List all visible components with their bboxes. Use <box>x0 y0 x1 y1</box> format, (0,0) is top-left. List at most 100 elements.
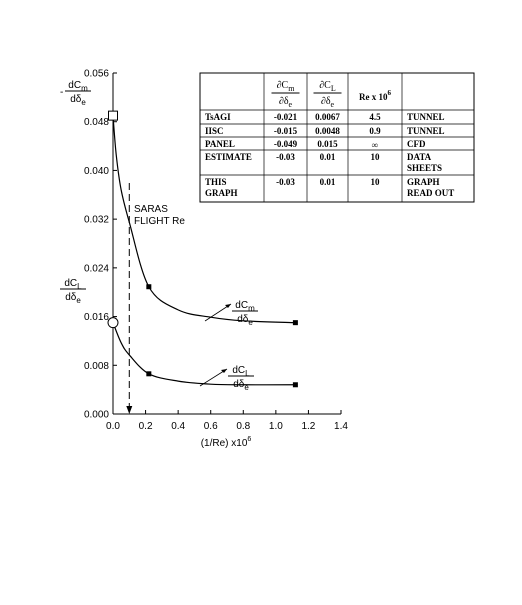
reference-label: FLIGHT Re <box>134 216 185 227</box>
marker <box>146 371 152 377</box>
table-cell: ∞ <box>372 140 378 150</box>
table-cell: CFD <box>407 139 426 149</box>
fraction-numerator: dCm <box>68 80 88 93</box>
table-cell: GRAPH READ OUT <box>407 177 454 198</box>
text-part: ∂C <box>319 80 331 91</box>
text-part: L <box>245 369 250 378</box>
text-part: d <box>233 379 239 390</box>
y-tick-label: 0.048 <box>84 117 109 128</box>
text-part: e <box>81 98 86 107</box>
y-tick-label: 0.000 <box>84 410 109 421</box>
table-cell: PANEL <box>205 139 235 149</box>
x-tick-label: 1.4 <box>334 421 348 432</box>
table-cell: TUNNEL <box>407 112 445 122</box>
table-cell: THIS GRAPH <box>205 177 238 198</box>
table-cell: 0.015 <box>317 139 338 149</box>
table-cell: 10 <box>371 177 381 187</box>
text-line: GRAPH <box>205 188 238 198</box>
marker <box>292 382 298 388</box>
fraction-denominator: dδe <box>237 314 253 327</box>
x-tick-label: 0.0 <box>106 421 120 432</box>
text-part: ∂δ <box>279 96 289 107</box>
x-tick-label: 1.0 <box>269 421 283 432</box>
table-cell: TsAGI <box>205 112 231 122</box>
table-cell: 0.0048 <box>315 126 340 136</box>
table-cell: TUNNEL <box>407 126 445 136</box>
x-tick-label: 0.6 <box>204 421 218 432</box>
fraction-denominator: dδe <box>65 292 81 305</box>
text-part: ∂C <box>277 80 289 91</box>
text-part: 6 <box>388 89 392 97</box>
table-header: ∂CL <box>319 80 336 93</box>
text-part: δ <box>76 94 82 105</box>
text-part: m <box>248 304 255 313</box>
text-part: Re x 10 <box>359 92 388 102</box>
text-part: e <box>289 100 293 109</box>
text-line: THIS <box>205 177 227 187</box>
table-cell: -0.015 <box>274 126 298 136</box>
text-part: L <box>77 282 82 291</box>
marker <box>146 284 152 290</box>
text-part: δ <box>71 292 77 303</box>
text-part: ∂δ <box>321 96 331 107</box>
reference-label: SARAS <box>134 204 168 215</box>
fraction-denominator: dδe <box>233 379 249 392</box>
table-cell: DATA SHEETS <box>407 152 442 173</box>
x-tick-label: 0.4 <box>171 421 185 432</box>
table-cell: -0.021 <box>274 112 298 122</box>
text-part: d <box>237 314 243 325</box>
text-part: e <box>244 383 249 392</box>
marker <box>108 110 118 121</box>
table-cell: 10 <box>371 152 381 162</box>
text-part: (1/Re) x10 <box>201 438 248 449</box>
x-tick-label: 1.2 <box>301 421 315 432</box>
text-part: m <box>288 84 295 93</box>
y-tick-label: 0.040 <box>84 166 109 177</box>
table-header: ∂Cm <box>277 80 296 93</box>
table-header: Re x 106 <box>359 89 392 102</box>
text-part: L <box>331 84 336 93</box>
table-cell: 0.01 <box>320 152 336 162</box>
text-part: dC <box>68 80 81 91</box>
fraction-numerator: dCm <box>235 300 255 313</box>
fraction-numerator: dCL <box>64 278 82 291</box>
y-tick-label: 0.032 <box>84 215 109 226</box>
x-tick-label: 0.8 <box>236 421 250 432</box>
table-header: ∂δe <box>321 96 335 109</box>
table-border <box>199 72 475 203</box>
table-cell: 0.9 <box>369 126 381 136</box>
arrow-head <box>225 304 231 308</box>
marker <box>292 320 298 326</box>
text-part: e <box>76 296 81 305</box>
text-part: m <box>81 84 88 93</box>
label-arrow <box>199 368 228 387</box>
marker <box>107 317 119 329</box>
x-axis-label: (1/Re) x106 <box>201 436 252 449</box>
table-cell: -0.03 <box>276 177 295 187</box>
text-line: DATA <box>407 152 432 162</box>
fraction-denominator: dδe <box>70 94 86 107</box>
table-cell: 0.0067 <box>315 112 340 122</box>
arrow-head <box>126 406 133 414</box>
y-tick-label: 0.008 <box>84 361 109 372</box>
text-part: 6 <box>247 436 251 443</box>
table-cell: IISC <box>205 126 224 136</box>
text-line: SHEETS <box>407 163 442 173</box>
y-tick-label: 0.056 <box>84 69 109 80</box>
table-cell: 4.5 <box>369 112 381 122</box>
y-tick-label: 0.016 <box>84 312 109 323</box>
text-part: dC <box>232 365 245 376</box>
y-tick-label: 0.024 <box>84 263 109 274</box>
text-part: δ <box>243 314 249 325</box>
text-part: d <box>70 94 76 105</box>
arrow-head <box>221 369 227 373</box>
text-line: READ OUT <box>407 188 454 198</box>
label-arrow <box>204 303 232 322</box>
text-part: δ <box>239 379 245 390</box>
table-cell: ESTIMATE <box>205 152 252 162</box>
fraction-numerator: dCL <box>232 365 250 378</box>
text-part: d <box>65 292 71 303</box>
